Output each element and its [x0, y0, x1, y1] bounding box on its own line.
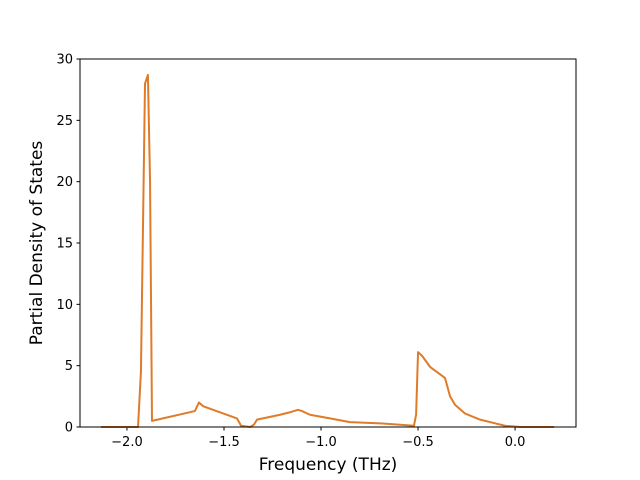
- plot-frame: [79, 58, 577, 428]
- y-tick-label: 10: [56, 298, 73, 313]
- y-tick-label: 5: [65, 359, 73, 374]
- x-tick-label: 0.0: [505, 435, 526, 450]
- y-tick-label: 15: [56, 237, 73, 252]
- x-tick-label: −0.5: [402, 435, 434, 450]
- x-tick-label: −2.0: [111, 435, 143, 450]
- y-tick-label: 25: [56, 114, 73, 129]
- x-tick-label: −1.5: [208, 435, 240, 450]
- x-axis-label: Frequency (THz): [259, 455, 398, 475]
- y-axis-label: Partial Density of States: [27, 141, 47, 346]
- y-tick-label: 30: [56, 53, 73, 68]
- data-line: [100, 73, 555, 428]
- y-tick-label: 20: [56, 175, 73, 190]
- y-tick-label: 0: [65, 421, 73, 436]
- x-tick-label: −1.0: [305, 435, 337, 450]
